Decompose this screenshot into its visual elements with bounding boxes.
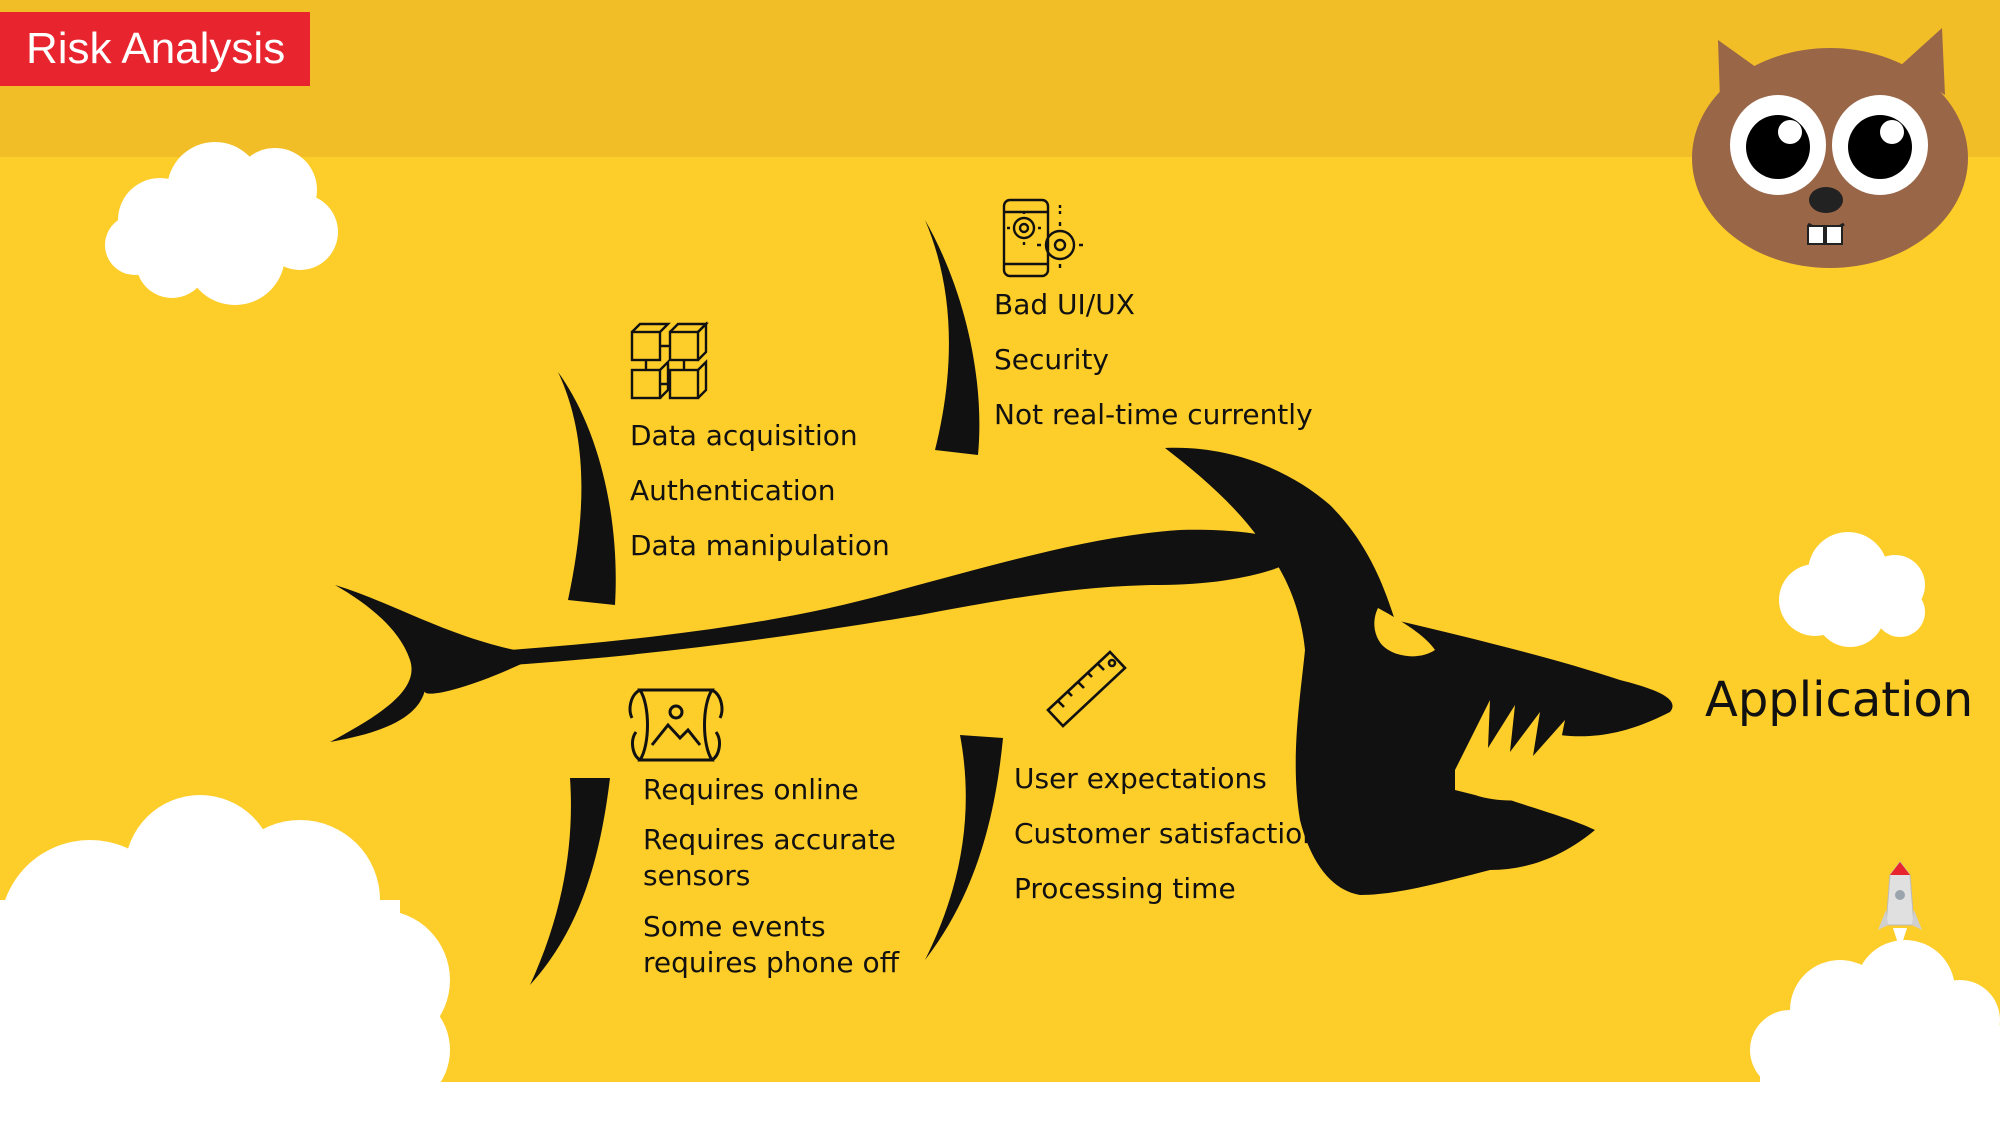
cause-item: sensors: [643, 859, 751, 892]
cloud-bottom-left: [0, 795, 450, 1110]
ruler-icon: [1046, 650, 1127, 728]
cause-item: requires phone off: [643, 946, 899, 979]
effect-label: Application: [1705, 672, 1974, 728]
cause-item: User expectations: [1014, 762, 1267, 795]
fishbone-skeleton: [330, 220, 1673, 985]
cause-item: Bad UI/UX: [994, 288, 1135, 321]
beaver-mascot-icon: [1692, 28, 1968, 268]
fish-eye: [1374, 608, 1435, 657]
cause-item: Not real-time currently: [994, 398, 1313, 431]
rocket-icon: [1878, 861, 1922, 950]
cause-item: Requires accurate: [643, 823, 896, 856]
bone-lower-1: [530, 778, 610, 985]
cloud-top-left: [105, 142, 338, 305]
fish-teeth: [1455, 700, 1590, 801]
cloud-right: [1779, 532, 1925, 647]
fish-spine: [510, 529, 1300, 665]
cause-item: Some events: [643, 910, 826, 943]
map-icon: [628, 688, 724, 762]
top-band: [0, 0, 2000, 157]
cause-item: Requires online: [643, 773, 859, 806]
phone-gears-icon: [1002, 198, 1083, 278]
fish-tail: [330, 585, 540, 742]
blocks-icon: [630, 321, 709, 400]
bone-lower-2: [925, 735, 1003, 960]
bottom-strip: [0, 1082, 2000, 1125]
fish-face: [1374, 608, 1590, 801]
cause-item: Security: [994, 343, 1109, 376]
cause-item: Processing time: [1014, 872, 1236, 905]
fish-head: [1165, 447, 1673, 895]
bone-upper-2: [925, 220, 980, 455]
cause-item: Data acquisition: [630, 419, 858, 452]
cause-item: Authentication: [630, 474, 836, 507]
cause-item: Customer satisfaction: [1014, 817, 1321, 850]
cause-item: Data manipulation: [630, 529, 890, 562]
slide-title: Risk Analysis: [0, 12, 310, 86]
bone-upper-1: [558, 372, 616, 605]
cloud-bottom-right: [1750, 940, 2000, 1095]
